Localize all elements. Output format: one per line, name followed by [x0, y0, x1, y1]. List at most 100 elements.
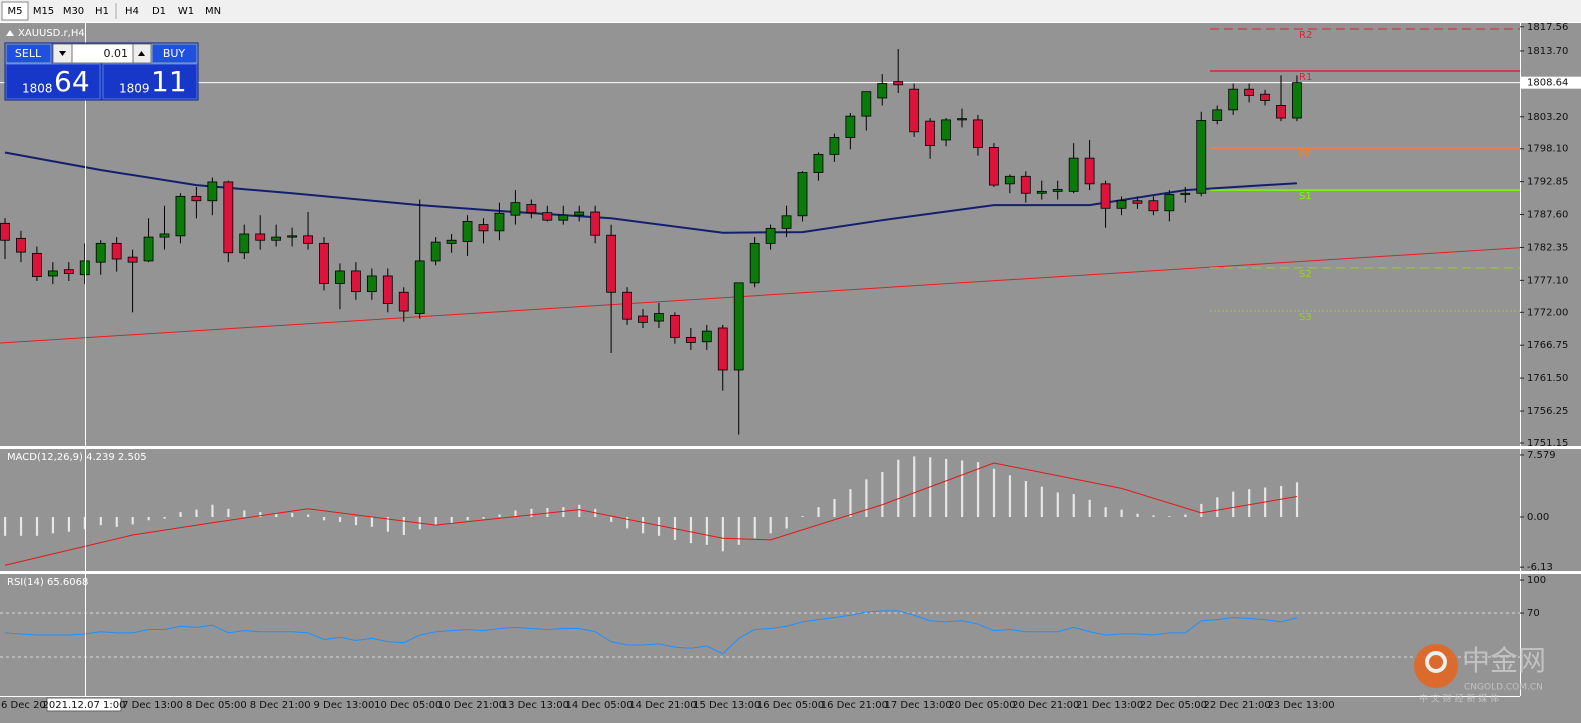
- candle-body: [414, 260, 425, 314]
- buy-text[interactable]: BUY: [163, 47, 186, 60]
- macd-bar: [897, 459, 900, 517]
- y-tick-label: 7.579: [1527, 450, 1556, 461]
- macd-bar: [769, 516, 772, 534]
- macd-bar: [514, 510, 517, 517]
- candle-body: [446, 239, 457, 244]
- candle-body: [670, 315, 680, 338]
- y-tick-label: 1751.15: [1527, 438, 1568, 449]
- candle-body: [271, 236, 282, 241]
- candle-body: [63, 269, 74, 274]
- logo-slogan: 中 文 财 经 新 媒 体: [1419, 693, 1499, 705]
- candle-body: [191, 195, 202, 202]
- macd-bar: [147, 516, 150, 521]
- pivot-label: S2: [1299, 269, 1312, 280]
- logo-text: 中金网: [1462, 644, 1546, 677]
- candle-body: [32, 252, 42, 277]
- logo-mark: [1425, 651, 1447, 673]
- macd-bar: [1008, 475, 1012, 517]
- timeframe-button[interactable]: [119, 2, 145, 20]
- y-tick-label: 0.00: [1527, 512, 1549, 523]
- macd-bar: [721, 516, 724, 552]
- candle-body: [638, 315, 648, 323]
- candle-body: [143, 236, 154, 262]
- macd-pane: [4, 456, 1299, 566]
- x-tick-label: 8 Dec 21:00: [250, 700, 311, 711]
- timeframe-text[interactable]: M15: [33, 6, 54, 17]
- candle-body: [223, 181, 234, 254]
- candle-body: [1004, 175, 1015, 185]
- candle-body: [287, 235, 298, 238]
- y-tick-label: 1756.25: [1527, 406, 1568, 417]
- candle-body: [845, 115, 856, 138]
- candle-body: [1180, 192, 1191, 195]
- sell-text[interactable]: SELL: [15, 47, 42, 60]
- macd-bar: [450, 516, 453, 524]
- y-tick-label: 70: [1527, 608, 1540, 619]
- timeframe-button[interactable]: [59, 2, 88, 20]
- y-tick-label: 1817.56: [1527, 22, 1568, 33]
- macd-bar: [1120, 509, 1123, 517]
- candle-body: [558, 214, 569, 221]
- macd-bar: [1088, 499, 1091, 517]
- y-tick-label: 1772.00: [1527, 307, 1568, 318]
- sell-price-box[interactable]: [5, 63, 101, 100]
- candle-body: [590, 211, 601, 236]
- timeframe-text[interactable]: H1: [95, 6, 109, 17]
- candle-body: [111, 242, 122, 260]
- buy-button[interactable]: [151, 43, 198, 64]
- sell-button[interactable]: [5, 43, 52, 64]
- price-box: [1521, 76, 1581, 89]
- macd-bar: [1024, 480, 1027, 517]
- candle-body: [175, 195, 186, 237]
- candle-body: [0, 222, 10, 241]
- candle-body: [1244, 88, 1254, 96]
- lot-text[interactable]: 0.01: [104, 47, 129, 60]
- rsi-pane: [0, 610, 1520, 658]
- x-tick-label: 14 Dec 21:00: [629, 700, 696, 711]
- macd-bar: [307, 514, 310, 517]
- timeframe-button[interactable]: [200, 2, 226, 20]
- toolbar: [0, 0, 1581, 22]
- macd-bar: [386, 516, 389, 532]
- candle-body: [1084, 157, 1095, 185]
- timeframe-button[interactable]: [89, 2, 115, 20]
- candle-body: [1068, 157, 1079, 192]
- macd-bar: [163, 516, 166, 519]
- macd-bar: [737, 516, 740, 545]
- logo-circle: [1414, 644, 1458, 688]
- timeframe-text[interactable]: W1: [178, 6, 194, 17]
- macd-bar: [961, 460, 964, 517]
- macd-bar: [275, 512, 278, 517]
- x-tick-label: 14 Dec 05:00: [566, 700, 633, 711]
- macd-bar: [578, 504, 581, 517]
- macd-bar: [179, 512, 182, 517]
- timeframe-text[interactable]: D1: [152, 6, 166, 17]
- timeframe-text[interactable]: M5: [8, 6, 23, 17]
- timeframe-button[interactable]: [173, 2, 199, 20]
- macd-bar: [642, 516, 645, 534]
- macd-bar: [705, 516, 708, 545]
- buy-price-box[interactable]: [102, 63, 198, 100]
- timeframe-button[interactable]: [1, 1, 29, 21]
- macd-bar: [976, 462, 980, 517]
- timeframe-button[interactable]: [146, 2, 172, 20]
- timeframe-text[interactable]: H4: [125, 6, 139, 17]
- candle-body: [319, 242, 329, 284]
- timeframe-text[interactable]: MN: [205, 6, 221, 17]
- candle-body: [1020, 175, 1031, 194]
- timeframe-text[interactable]: M30: [63, 6, 84, 17]
- rsi-line: [4, 610, 1298, 655]
- axes: 1817.56 1813.70 1803.20 1798.10 1792.85 1787.…: [0, 22, 1581, 713]
- macd-bar: [323, 516, 326, 521]
- x-tick-label: 8 Dec 05:00: [186, 700, 247, 711]
- candle-body: [893, 81, 904, 86]
- bid-big: 1808: [22, 82, 53, 96]
- x-tick-label: 13 Dec 13:00: [502, 700, 569, 711]
- macd-bar: [626, 516, 629, 529]
- timeframe-button[interactable]: [29, 2, 58, 20]
- candle-body: [973, 119, 983, 148]
- symbol-label: XAUUSD.r,H4: [18, 28, 85, 39]
- candle-body: [989, 147, 999, 186]
- ask-small: 11: [151, 65, 187, 98]
